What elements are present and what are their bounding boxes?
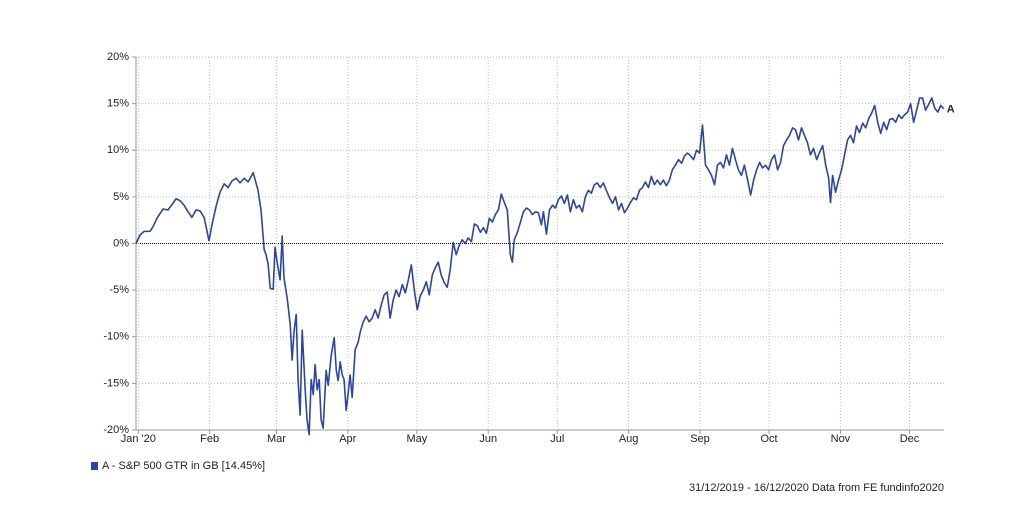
y-tick-label: 0% bbox=[113, 237, 129, 249]
x-tick-label: Feb bbox=[200, 433, 219, 445]
x-tick-label: Jun bbox=[479, 433, 497, 445]
x-tick-label: Apr bbox=[339, 433, 356, 445]
x-tick-label: Oct bbox=[760, 433, 777, 445]
y-tick-label: -20% bbox=[103, 424, 129, 436]
y-tick-label: -15% bbox=[103, 377, 129, 389]
x-tick-label: Dec bbox=[900, 433, 920, 445]
x-tick-label: Jan '20 bbox=[121, 433, 156, 445]
y-tick-label: 10% bbox=[107, 144, 129, 156]
x-tick-label: Mar bbox=[267, 433, 286, 445]
x-tick-label: Jul bbox=[550, 433, 564, 445]
y-tick-label: 15% bbox=[107, 98, 129, 110]
legend-swatch bbox=[91, 462, 98, 470]
series-line bbox=[135, 97, 945, 436]
x-tick-label: Aug bbox=[619, 433, 639, 445]
legend-label: A - S&P 500 GTR in GB [14.45%] bbox=[102, 460, 265, 472]
footnote: 31/12/2019 - 16/12/2020 Data from FE fun… bbox=[689, 482, 944, 494]
x-tick-label: Sep bbox=[690, 433, 710, 445]
series-end-label: A bbox=[947, 104, 955, 116]
y-tick-label: -5% bbox=[109, 284, 129, 296]
x-tick-label: May bbox=[406, 433, 427, 445]
y-tick-label: 5% bbox=[113, 191, 129, 203]
y-tick-label: 20% bbox=[107, 51, 129, 63]
y-tick-label: -10% bbox=[103, 331, 129, 343]
x-tick-label: Nov bbox=[831, 433, 851, 445]
